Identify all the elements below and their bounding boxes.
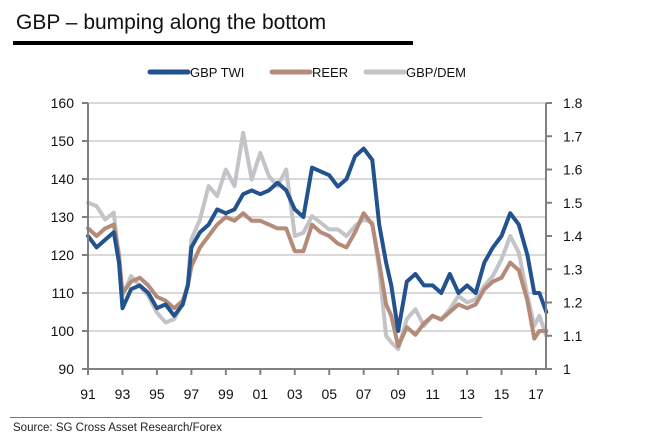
y-left-tick-label: 120 [51, 247, 75, 263]
y-right-tick-label: 1.5 [563, 195, 583, 211]
y-right-tick-label: 1.6 [563, 162, 583, 178]
series-layer [86, 130, 549, 351]
y-left-tick-label: 140 [51, 171, 75, 187]
series-line-gbp-twi [86, 146, 549, 333]
y-right-tick-label: 1.3 [563, 261, 583, 277]
y-right-tick-label: 1.7 [563, 128, 583, 144]
x-tick-label: 01 [253, 386, 269, 402]
source-note: Source: SG Cross Asset Research/Forex [13, 422, 222, 434]
x-tick-label: 07 [356, 386, 372, 402]
legend-label: GBP/DEM [406, 65, 466, 80]
x-tick-label: 93 [115, 386, 131, 402]
legend-label: REER [312, 65, 348, 80]
x-tick-label: 05 [321, 386, 337, 402]
page-title: GBP – bumping along the bottom [16, 11, 327, 34]
x-tick-label: 17 [528, 386, 544, 402]
series-line-gbp-dem [86, 130, 549, 351]
y-left-tick-label: 160 [51, 95, 75, 111]
legend-label: GBP TWI [190, 65, 244, 80]
y-left-tick-label: 110 [52, 285, 75, 301]
x-tick-label: 97 [184, 386, 200, 402]
axes: 90 100 110 120 130 140 150 160 1 1.1 1.2 1.3 1.4 1.5 1… [51, 95, 583, 402]
gridlines [88, 102, 546, 332]
y-right-tick-label: 1.8 [563, 95, 583, 111]
y-right-tick-label: 1 [563, 361, 571, 377]
y-right-tick-label: 1.1 [563, 328, 583, 344]
x-tick-label: 95 [149, 386, 165, 402]
series-line-reer [86, 211, 549, 349]
x-tick-label: 91 [80, 386, 96, 402]
legend: GBP TWI REER GBP/DEM [147, 65, 466, 80]
x-tick-label: 03 [287, 386, 303, 402]
x-tick-label: 99 [218, 386, 234, 402]
x-tick-label: 09 [390, 386, 406, 402]
x-tick-label: 11 [425, 386, 440, 402]
x-tick-label: 13 [459, 386, 475, 402]
title-rule [13, 41, 413, 45]
source-rule [10, 417, 482, 418]
y-left-tick-label: 100 [51, 323, 75, 339]
y-left-tick-label: 130 [51, 209, 75, 225]
y-right-tick-label: 1.2 [563, 295, 583, 311]
y-left-tick-label: 150 [51, 133, 75, 149]
y-left-tick-label: 90 [58, 361, 74, 377]
x-tick-label: 15 [494, 386, 510, 402]
y-right-tick-label: 1.4 [563, 228, 583, 244]
